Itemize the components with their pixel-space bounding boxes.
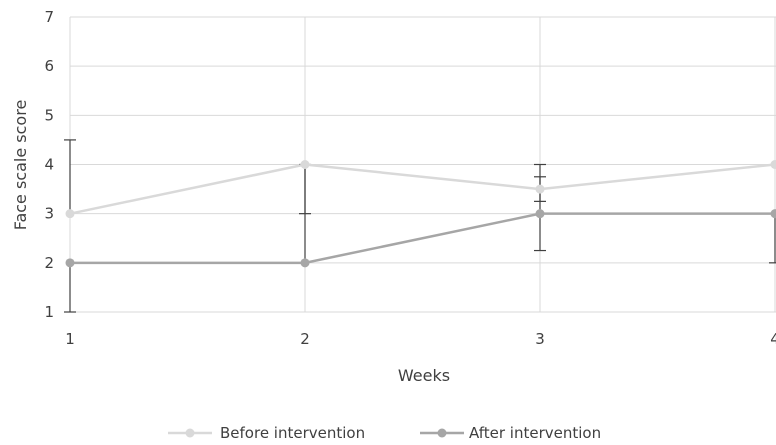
data-point-after	[535, 209, 545, 219]
series-lines	[65, 160, 776, 268]
data-point-after	[65, 258, 75, 268]
tick-labels: 1 2 3 4 5 6 7 1 2 3 4	[44, 8, 776, 348]
y-tick-label: 1	[44, 303, 54, 321]
series-line-after	[70, 212, 775, 265]
x-tick-label: 3	[535, 330, 545, 348]
data-point-after	[770, 209, 776, 219]
y-tick-label: 5	[44, 106, 54, 124]
data-point-before	[65, 209, 75, 219]
legend-item-after: After intervention	[420, 424, 601, 442]
data-point-before	[770, 160, 776, 169]
legend-label-after: After intervention	[469, 424, 601, 442]
y-axis-title: Face scale score	[11, 100, 30, 231]
x-axis-title: Weeks	[398, 366, 450, 385]
y-tick-label: 4	[44, 156, 54, 174]
legend-item-before: Before intervention	[168, 424, 365, 442]
y-tick-label: 6	[44, 57, 54, 75]
data-point-before	[300, 160, 310, 169]
y-tick-label: 7	[44, 8, 54, 26]
series-line-before	[69, 163, 776, 215]
x-tick-label: 1	[65, 330, 75, 348]
legend-swatch-after-marker	[437, 428, 447, 438]
legend-swatch-before-marker	[185, 428, 195, 438]
data-point-before	[535, 184, 545, 194]
y-tick-label: 3	[44, 205, 54, 223]
data-point-after	[300, 258, 310, 268]
x-tick-label: 2	[300, 330, 310, 348]
legend-label-before: Before intervention	[220, 424, 365, 442]
grid-lines	[69, 16, 776, 313]
y-tick-label: 2	[44, 254, 54, 272]
x-tick-label: 4	[770, 330, 776, 348]
legend: Before intervention After intervention	[168, 424, 601, 442]
error-bars	[64, 139, 776, 313]
